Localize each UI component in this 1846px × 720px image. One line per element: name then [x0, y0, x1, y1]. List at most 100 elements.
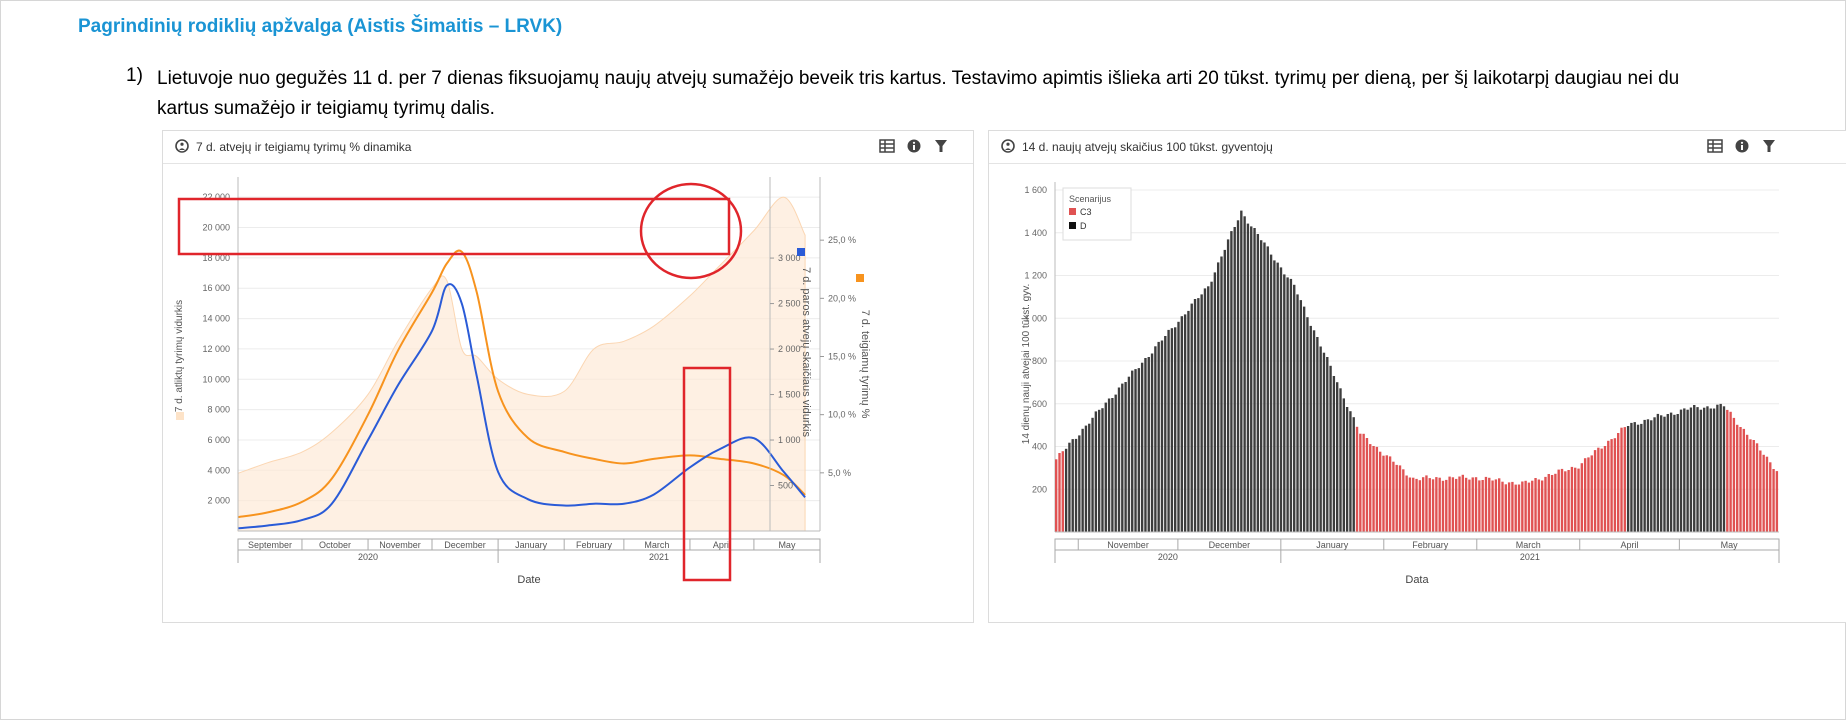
bar-d — [1243, 216, 1246, 533]
x-month-label: April — [713, 540, 731, 550]
bar-d — [1293, 284, 1296, 532]
y-right-pct-tick-label: 5,0 % — [828, 468, 851, 478]
bar-c3 — [1521, 481, 1524, 532]
document-title: Pagrindinių rodiklių apžvalga (Aistis Ši… — [78, 16, 563, 37]
bar-d — [1656, 413, 1660, 532]
bar-d — [1183, 314, 1187, 532]
bar-d — [1689, 407, 1693, 532]
bar-c3 — [1412, 477, 1415, 532]
x-year-label: 2020 — [358, 552, 378, 562]
cases-tests-chart: 2 000 4 000 6 000 8 000 10 000 12 000 14 000 16… — [174, 177, 871, 586]
bar-c3 — [1378, 451, 1382, 532]
x-month-label: November — [379, 540, 421, 550]
x-month-label: September — [248, 540, 292, 550]
bar-d — [1068, 442, 1071, 532]
bar-d — [1213, 272, 1217, 532]
bar-c3 — [1772, 469, 1775, 532]
bar-d — [1673, 414, 1676, 532]
left-panel-header: 7 d. atvejų ir teigiamų tyrimų % dinamik… — [163, 131, 973, 164]
x-axis-month-band — [1054, 538, 1780, 551]
bar-d — [1091, 417, 1094, 532]
bar-c3 — [1061, 451, 1064, 532]
x-month-label: October — [319, 540, 351, 550]
x-month-label: April — [1621, 540, 1639, 550]
info-icon[interactable] — [907, 139, 921, 153]
annotation-rectangle — [177, 197, 731, 256]
bar-c3 — [1583, 458, 1587, 532]
bar-c3 — [1471, 477, 1474, 532]
bar-c3 — [1617, 433, 1620, 532]
y-left-tick-label: 2 000 — [207, 496, 230, 506]
x-month-label: March — [644, 540, 669, 550]
bar-d — [1088, 423, 1091, 532]
x-month-label: May — [778, 540, 796, 550]
y-left-tick-label: 20 000 — [202, 223, 230, 233]
info-icon[interactable] — [1735, 139, 1749, 153]
bar-d — [1216, 262, 1220, 532]
x-year-label: 2020 — [1158, 552, 1178, 562]
bar-d — [1131, 370, 1134, 532]
bar-d — [1709, 408, 1712, 532]
cases-line — [237, 283, 806, 530]
annotation-circle — [639, 182, 743, 280]
bar-d — [1640, 423, 1643, 532]
bar-d — [1345, 407, 1349, 532]
filter-icon[interactable] — [934, 139, 948, 153]
bar-d — [1312, 330, 1316, 532]
bar-d — [1279, 267, 1283, 532]
bar-c3 — [1524, 480, 1527, 532]
bar-d — [1137, 368, 1141, 532]
info-circle-icon[interactable] — [175, 139, 189, 153]
bar-c3 — [1610, 439, 1613, 532]
table-icon[interactable] — [879, 139, 895, 153]
bar-d — [1164, 336, 1167, 532]
bar-d — [1197, 298, 1200, 532]
bar-d — [1716, 404, 1719, 532]
bar-c3 — [1736, 424, 1739, 532]
y-axis-title: 14 dienų nauji atvejai 100 tūkst. gyv. — [1021, 284, 1032, 444]
bar-c3 — [1402, 469, 1405, 532]
bar-c3 — [1441, 480, 1445, 532]
bar-d — [1276, 262, 1279, 532]
pct-legend-swatch — [856, 274, 864, 282]
bar-d — [1114, 394, 1117, 532]
bar-d — [1144, 358, 1147, 532]
y-left-tick-label: 10 000 — [202, 374, 230, 384]
bar-d — [1074, 438, 1078, 532]
y-right-cases-tick-label: 2 000 — [778, 344, 801, 354]
y-left-tick-label: 4 000 — [207, 465, 230, 475]
bar-c3 — [1607, 440, 1610, 532]
bar-c3 — [1375, 446, 1379, 532]
bar-c3 — [1461, 474, 1465, 532]
x-axis-title: Date — [517, 574, 540, 586]
bar-c3 — [1550, 475, 1554, 532]
x-month-label: March — [1516, 540, 1541, 550]
bar-c3 — [1511, 481, 1514, 532]
bar-d — [1154, 346, 1157, 532]
info-circle-icon[interactable] — [1001, 139, 1015, 153]
filter-icon[interactable] — [1762, 139, 1776, 153]
bar-c3 — [1593, 450, 1597, 532]
bar-d — [1302, 306, 1306, 532]
bar-c3 — [1428, 478, 1431, 532]
bar-d — [1332, 376, 1336, 532]
bar-c3 — [1557, 469, 1560, 532]
bar-d — [1693, 405, 1696, 532]
y-right-cases-tick-label: 500 — [778, 481, 793, 491]
bar-d — [1170, 328, 1174, 532]
y-left-tick-label: 8 000 — [207, 405, 230, 415]
bar-c3 — [1514, 484, 1517, 532]
y-tick-label: 800 — [1032, 356, 1047, 366]
bar-c3 — [1745, 434, 1749, 532]
bar-d — [1250, 226, 1253, 532]
bar-d — [1190, 303, 1193, 532]
bar-d — [1094, 411, 1098, 532]
bar-d — [1299, 300, 1303, 532]
list-item-text: Lietuvoje nuo gegužės 11 d. per 7 dienas… — [157, 68, 1680, 119]
y-left-tick-label: 18 000 — [202, 253, 230, 263]
bar-c3 — [1620, 427, 1623, 532]
y-left-tick-label: 16 000 — [202, 283, 230, 293]
table-icon[interactable] — [1707, 139, 1723, 153]
bar-c3 — [1468, 479, 1471, 532]
bar-c3 — [1752, 440, 1755, 532]
